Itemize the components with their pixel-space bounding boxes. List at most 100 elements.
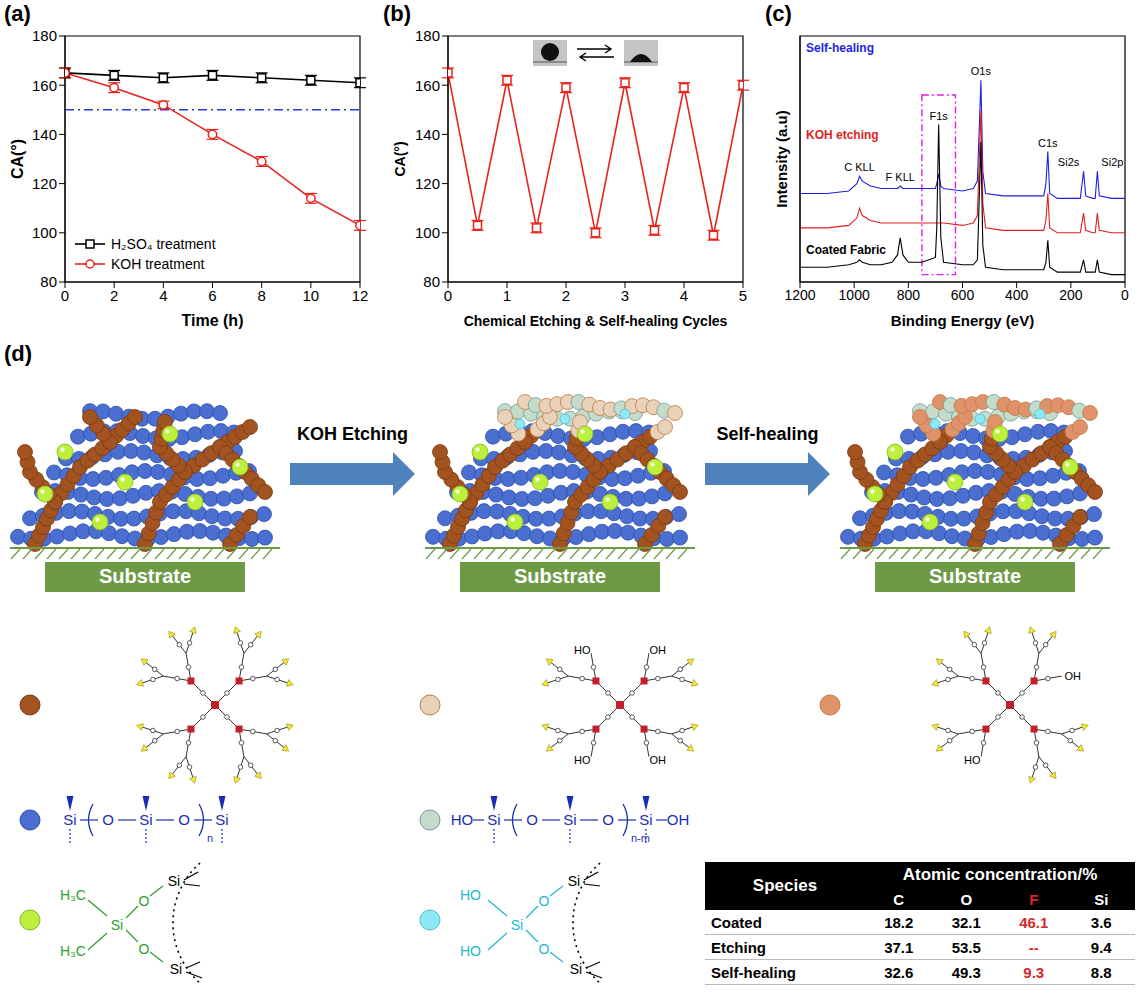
html-text:18.2: 18.2 — [884, 913, 914, 931]
svg-text:KOH Etching: KOH Etching — [297, 424, 408, 444]
svg-text:Substrate: Substrate — [99, 565, 191, 587]
svg-text:Si: Si — [570, 961, 582, 977]
svg-text:200: 200 — [1059, 287, 1083, 303]
svg-text:180: 180 — [32, 28, 57, 44]
svg-text:120: 120 — [32, 175, 57, 192]
html-text:Coated: Coated — [711, 913, 762, 931]
svg-text:Chemical Etching & Self-healin: Chemical Etching & Self-healing Cycles — [464, 313, 728, 329]
svg-text:1200: 1200 — [784, 287, 815, 303]
svg-text:CA(°): CA(°) — [392, 141, 408, 176]
svg-text:Si2p: Si2p — [1101, 156, 1123, 168]
html-text:46.1: 46.1 — [1019, 913, 1049, 931]
svg-text:O: O — [139, 941, 150, 957]
html-text:Etching: Etching — [711, 938, 766, 956]
svg-text:O: O — [539, 893, 550, 909]
svg-text:Substrate: Substrate — [929, 565, 1021, 587]
svg-text:HO: HO — [574, 754, 591, 766]
svg-text:Si: Si — [487, 811, 500, 828]
html-text:9.4: 9.4 — [1090, 938, 1112, 956]
svg-text:n: n — [207, 832, 213, 844]
svg-text:Si: Si — [168, 873, 180, 889]
svg-text:100: 100 — [32, 224, 57, 241]
html-text:53.5: 53.5 — [951, 938, 981, 956]
svg-text:HO: HO — [460, 887, 481, 903]
svg-text:Time (h): Time (h) — [182, 312, 244, 329]
svg-text:Si: Si — [563, 811, 576, 828]
svg-text:2: 2 — [562, 287, 570, 304]
svg-text:Si: Si — [111, 917, 123, 933]
svg-text:140: 140 — [415, 126, 440, 143]
svg-text:Si: Si — [215, 811, 228, 828]
svg-text:4: 4 — [159, 287, 167, 304]
svg-text:Si2s: Si2s — [1058, 156, 1080, 168]
svg-text:180: 180 — [415, 28, 440, 44]
svg-text:400: 400 — [1005, 287, 1029, 303]
svg-text:80: 80 — [423, 273, 440, 290]
svg-text:Si: Si — [511, 917, 523, 933]
svg-text:600: 600 — [951, 287, 975, 303]
svg-text:10: 10 — [302, 287, 319, 304]
svg-text:H₃C: H₃C — [60, 943, 86, 959]
svg-text:1: 1 — [503, 287, 511, 304]
svg-text:O: O — [178, 811, 190, 828]
svg-text:HO: HO — [460, 943, 481, 959]
svg-text:Si: Si — [63, 811, 76, 828]
svg-text:Si: Si — [170, 961, 182, 977]
html-text:(c): (c) — [765, 1, 792, 26]
svg-text:O: O — [526, 811, 538, 828]
svg-text:Binding Energy (eV): Binding Energy (eV) — [891, 312, 1034, 329]
svg-text:6: 6 — [208, 287, 216, 304]
svg-text:H₃C: H₃C — [60, 887, 86, 903]
html-text:Species: Species — [752, 876, 818, 895]
html-text:Atomic concentration/%: Atomic concentration/% — [902, 865, 1098, 884]
html-text:32.1: 32.1 — [951, 913, 981, 931]
svg-text:4: 4 — [680, 287, 688, 304]
svg-text:C1s: C1s — [1038, 137, 1058, 149]
svg-text:O: O — [102, 811, 114, 828]
svg-text:Intensity (a.u): Intensity (a.u) — [773, 110, 790, 208]
svg-text:Self-healing: Self-healing — [716, 424, 818, 444]
svg-text:HO: HO — [574, 644, 591, 656]
svg-text:OH: OH — [649, 754, 666, 766]
svg-text:140: 140 — [32, 126, 57, 143]
svg-text:OH: OH — [1065, 670, 1082, 682]
svg-text:2: 2 — [110, 287, 118, 304]
svg-text:F1s: F1s — [929, 110, 948, 122]
svg-text:C KLL: C KLL — [844, 161, 875, 173]
svg-text:O: O — [139, 893, 150, 909]
svg-text:O: O — [602, 811, 614, 828]
svg-text:HO: HO — [964, 754, 981, 766]
svg-text:n-m: n-m — [631, 832, 650, 844]
svg-text:160: 160 — [415, 77, 440, 94]
html-text:3.6: 3.6 — [1090, 913, 1112, 931]
svg-text:0: 0 — [444, 287, 452, 304]
html-text:Self-healing: Self-healing — [711, 963, 796, 981]
svg-text:OH: OH — [667, 811, 690, 828]
svg-text:800: 800 — [897, 287, 921, 303]
svg-text:0: 0 — [61, 287, 69, 304]
svg-text:F KLL: F KLL — [886, 171, 915, 183]
svg-text:OH: OH — [649, 644, 666, 656]
svg-text:100: 100 — [415, 224, 440, 241]
html-text:37.1: 37.1 — [884, 938, 914, 956]
svg-text:Substrate: Substrate — [514, 565, 606, 587]
svg-text:12: 12 — [352, 287, 369, 304]
svg-text:0: 0 — [1121, 287, 1129, 303]
svg-text:3: 3 — [621, 287, 629, 304]
svg-text:Si: Si — [139, 811, 152, 828]
svg-text:1000: 1000 — [839, 287, 870, 303]
svg-text:160: 160 — [32, 77, 57, 94]
svg-text:O: O — [539, 941, 550, 957]
svg-text:80: 80 — [40, 273, 57, 290]
svg-text:Si: Si — [639, 811, 652, 828]
html-text:(d): (d) — [4, 341, 33, 366]
svg-text:Si: Si — [568, 873, 580, 889]
svg-text:120: 120 — [415, 175, 440, 192]
html-text:(b): (b) — [383, 1, 412, 26]
svg-text:HO: HO — [451, 811, 474, 828]
svg-text:8: 8 — [257, 287, 265, 304]
svg-text:CA(°): CA(°) — [9, 139, 26, 179]
svg-text:O1s: O1s — [971, 65, 992, 77]
svg-text:5: 5 — [739, 287, 747, 304]
html-text:(a): (a) — [4, 1, 31, 26]
